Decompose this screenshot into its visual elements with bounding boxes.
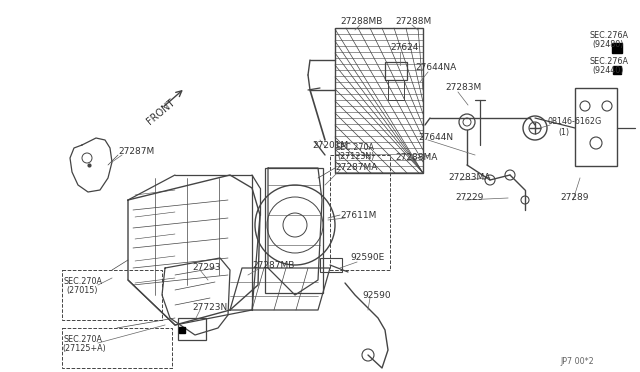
Text: 27288M: 27288M <box>395 17 431 26</box>
Bar <box>330 155 390 270</box>
Text: SEC.276A: SEC.276A <box>590 31 629 39</box>
Bar <box>385 62 407 80</box>
Text: FRONT: FRONT <box>145 97 177 126</box>
Text: 27229: 27229 <box>455 193 483 202</box>
Bar <box>178 318 206 340</box>
Text: 27287MB: 27287MB <box>252 260 294 269</box>
Text: SEC.270A: SEC.270A <box>64 278 103 286</box>
Bar <box>335 28 423 173</box>
Text: SEC.276A: SEC.276A <box>590 58 629 67</box>
Text: (27125+A): (27125+A) <box>62 344 106 353</box>
Text: 27624: 27624 <box>390 44 419 52</box>
Text: 92590E: 92590E <box>350 253 384 263</box>
Bar <box>265 168 323 293</box>
Text: 27287M: 27287M <box>118 148 154 157</box>
Text: (1): (1) <box>558 128 569 137</box>
Text: JP7 00*2: JP7 00*2 <box>560 357 594 366</box>
Text: 27201M: 27201M <box>312 141 348 150</box>
Text: 27283M: 27283M <box>445 83 481 93</box>
Bar <box>320 258 342 272</box>
Bar <box>388 80 404 100</box>
Text: (92440): (92440) <box>592 67 623 76</box>
Text: 27293: 27293 <box>192 263 221 273</box>
Text: 27288MB: 27288MB <box>340 17 382 26</box>
Text: 27644N: 27644N <box>418 134 453 142</box>
Text: SEC.270A: SEC.270A <box>64 336 103 344</box>
Text: (27015): (27015) <box>66 286 97 295</box>
Text: 27288MA: 27288MA <box>395 154 437 163</box>
Text: (92480): (92480) <box>592 39 623 48</box>
Text: 27283MA: 27283MA <box>448 173 490 183</box>
Bar <box>62 270 162 320</box>
Bar <box>62 328 172 368</box>
Text: 27287MA: 27287MA <box>335 164 378 173</box>
Bar <box>575 88 617 166</box>
Text: 27289: 27289 <box>560 193 589 202</box>
Text: 27611M: 27611M <box>340 211 376 219</box>
Text: SEC.270A: SEC.270A <box>335 144 374 153</box>
Text: 92590: 92590 <box>362 291 390 299</box>
Text: 27644NA: 27644NA <box>415 64 456 73</box>
Text: (27123N): (27123N) <box>337 153 374 161</box>
Text: 08146-6162G: 08146-6162G <box>548 118 602 126</box>
Text: 27723N: 27723N <box>192 304 227 312</box>
